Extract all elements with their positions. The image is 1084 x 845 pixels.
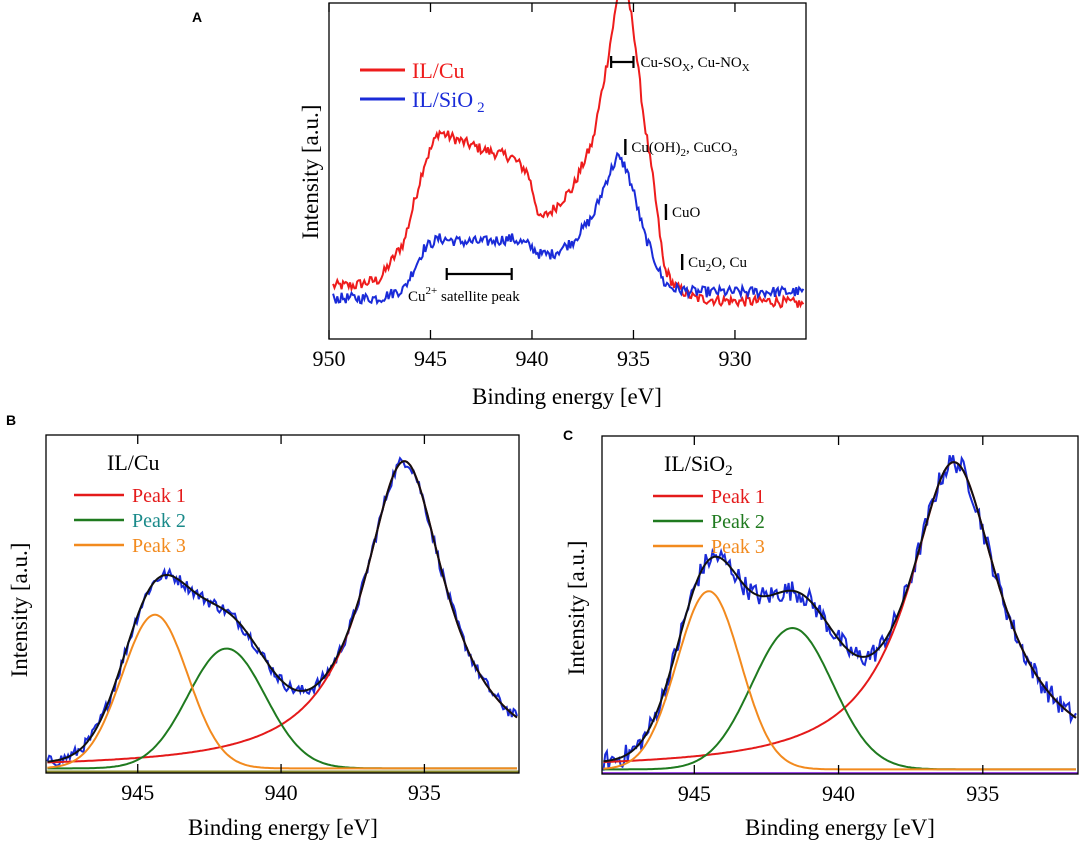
legend-label-il-cu: IL/Cu: [412, 58, 465, 83]
panel-b-ylabel: Intensity [a.u.]: [7, 543, 32, 678]
panel-a-xtick-tick-label: 950: [313, 346, 346, 371]
fit-sum-line: [47, 460, 518, 763]
panel-c-ylabel: Intensity [a.u.]: [564, 541, 589, 676]
panel-b-xlabel: Binding energy [eV]: [188, 815, 378, 840]
panel-b-frame: [45, 434, 520, 774]
panel-a-ylabel: Intensity [a.u.]: [298, 105, 323, 240]
legend-label-peak-1: Peak 1: [711, 486, 765, 508]
panel-b-xtick-tick-label: 945: [121, 780, 154, 805]
panel-c-frame: [601, 435, 1079, 775]
species-marker-label: Cu-SOX, Cu-NOX: [640, 55, 749, 74]
fit-peak-1-line: [47, 460, 518, 764]
panel-c-xtick-tick-label: 945: [678, 781, 711, 806]
legend-label-peak-1: Peak 1: [132, 485, 186, 507]
species-marker-label: CuO: [672, 205, 701, 221]
series-line-il-sio2: [332, 151, 805, 306]
panel-label-b: B: [6, 412, 16, 428]
panel-c-legend: Peak 1 Peak 2 Peak 3: [653, 486, 765, 558]
panel-a-xtick-tick-label: 935: [617, 346, 650, 371]
legend-label-il-sio2: IL/SiO 2: [412, 87, 485, 116]
panel-c: 945 940 935 Binding energy [eV] Intensity …: [564, 435, 1079, 840]
panel-b-xticks: 945 940 935: [121, 435, 441, 805]
legend-label-peak-2: Peak 2: [132, 510, 186, 532]
panel-a-frame: [328, 2, 807, 340]
legend-label-peak-2: Peak 2: [711, 511, 765, 533]
panel-c-xtick-tick-label: 935: [966, 781, 999, 806]
panel-a-xtick-tick-label: 940: [515, 346, 548, 371]
legend-label-peak-3: Peak 3: [711, 536, 765, 558]
panel-a-xtick-tick-label: 930: [718, 346, 751, 371]
panel-b-xtick-tick-label: 935: [408, 780, 441, 805]
series-line-il-cu: [332, 0, 805, 309]
panel-b: 945 940 935 Binding energy [eV] Intensity …: [7, 434, 520, 840]
fit-peak-3-line: [603, 590, 1076, 771]
measured-spectrum-line: [46, 456, 518, 767]
panel-c-sample-title: IL/SiO2: [664, 451, 733, 479]
panel-b-sample-title: IL/Cu: [107, 450, 160, 475]
species-marker-label: Cu(OH)2, CuCO3: [631, 140, 738, 159]
satellite-peak-label: Cu2+ satellite peak: [408, 285, 520, 305]
panel-a: 950 945 940 935 930 Binding energy [eV] Inte…: [298, 0, 807, 409]
panel-a-annotations: Cu2+ satellite peak Cu-SOX, Cu-NOX Cu(OH)2…: [408, 55, 750, 305]
panel-label-c: C: [563, 427, 573, 443]
panel-b-series: [46, 456, 519, 773]
species-marker-label: Cu2O, Cu: [688, 255, 747, 274]
fit-peak-3-line: [47, 613, 517, 770]
panel-a-legend: IL/Cu IL/SiO 2: [360, 58, 485, 116]
panel-a-xticks: 950 945 940 935 930: [313, 3, 751, 371]
panel-b-xtick-tick-label: 940: [265, 780, 298, 805]
panel-a-series: [332, 0, 805, 309]
panel-c-xticks: 945 940 935: [678, 436, 999, 806]
fit-sum-line: [603, 461, 1077, 763]
panel-b-legend: Peak 1 Peak 2 Peak 3: [74, 485, 186, 557]
measured-spectrum-line: [602, 455, 1077, 771]
panel-c-xtick-tick-label: 940: [822, 781, 855, 806]
panel-label-a: A: [192, 9, 202, 25]
panel-a-xtick-tick-label: 945: [414, 346, 447, 371]
legend-label-peak-3: Peak 3: [132, 535, 186, 557]
panel-a-xlabel: Binding energy [eV]: [472, 384, 662, 409]
panel-c-xlabel: Binding energy [eV]: [745, 815, 935, 840]
panel-c-series: [602, 455, 1078, 775]
fit-peak-2-line: [47, 647, 517, 770]
